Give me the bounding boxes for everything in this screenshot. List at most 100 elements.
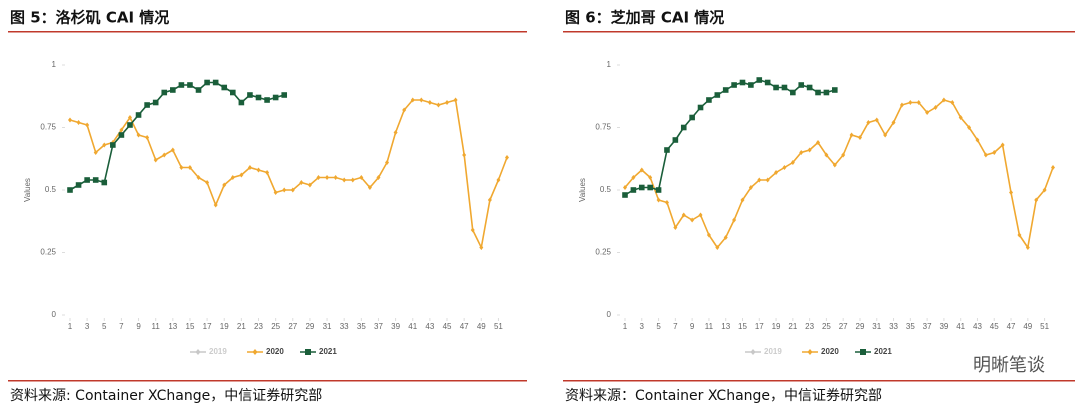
- point: [470, 227, 475, 233]
- point: [1000, 142, 1005, 148]
- point: [630, 187, 637, 193]
- point: [714, 92, 721, 98]
- x-tick-label: 37: [374, 322, 383, 331]
- point: [239, 172, 244, 178]
- y-axis-label: Values: [23, 178, 32, 202]
- x-tick-label: 9: [136, 322, 141, 331]
- point: [212, 79, 219, 86]
- point: [757, 177, 762, 183]
- point: [774, 170, 779, 175]
- x-tick-label: 41: [956, 322, 965, 331]
- point: [238, 99, 245, 106]
- x-tick-label: 1: [68, 322, 73, 331]
- point: [698, 212, 703, 218]
- point: [152, 99, 159, 106]
- point: [487, 197, 492, 203]
- x-tick-label: 23: [805, 322, 814, 331]
- x-tick-label: 5: [656, 322, 661, 331]
- point: [195, 87, 202, 93]
- point: [916, 100, 921, 105]
- point: [359, 175, 364, 180]
- point: [85, 122, 90, 128]
- point: [656, 197, 661, 203]
- legend-label: 2021: [319, 347, 337, 356]
- point: [883, 132, 888, 138]
- point: [393, 130, 398, 135]
- x-tick-label: 45: [443, 322, 452, 331]
- point: [213, 202, 218, 208]
- point: [748, 185, 753, 190]
- point: [715, 245, 720, 250]
- chart-title: 图 6：芝加哥 CAI 情况: [565, 9, 724, 27]
- point: [101, 179, 108, 186]
- point: [1025, 245, 1030, 250]
- point: [941, 97, 946, 103]
- point: [204, 79, 210, 86]
- point: [857, 135, 862, 140]
- point: [67, 187, 73, 193]
- legend-label: 2019: [764, 347, 782, 356]
- y-tick-label: 0.25: [595, 248, 611, 257]
- point: [782, 165, 787, 170]
- point: [273, 190, 278, 195]
- point: [264, 97, 270, 103]
- y-tick-label: 0.75: [40, 123, 56, 132]
- x-tick-label: 1: [623, 322, 628, 331]
- x-tick-label: 27: [288, 322, 297, 331]
- point: [1042, 187, 1047, 193]
- point: [647, 184, 653, 191]
- point: [1017, 232, 1022, 238]
- point: [983, 152, 988, 158]
- x-tick-label: 43: [973, 322, 982, 331]
- x-tick-label: 41: [408, 322, 417, 331]
- point: [992, 150, 997, 155]
- x-tick-label: 15: [738, 322, 747, 331]
- point: [170, 147, 175, 153]
- point: [272, 94, 279, 101]
- point: [290, 187, 295, 193]
- point: [740, 197, 745, 203]
- x-tick-label: 15: [186, 322, 195, 331]
- point: [806, 84, 813, 91]
- x-tick-label: 31: [872, 322, 881, 331]
- point: [153, 157, 158, 163]
- x-tick-label: 35: [906, 322, 915, 331]
- point: [681, 212, 686, 218]
- point: [623, 185, 627, 190]
- point: [196, 175, 201, 180]
- point: [333, 175, 338, 180]
- point: [967, 125, 972, 130]
- source: 资料来源：Container XChange，中信证券研究部: [565, 388, 882, 404]
- point: [161, 89, 168, 96]
- point: [342, 177, 347, 183]
- point: [247, 92, 253, 98]
- point: [798, 82, 805, 88]
- y-tick-label: 0.5: [600, 185, 612, 194]
- x-tick-label: 13: [168, 322, 177, 331]
- chart-title: 图 5：洛杉矶 CAI 情况: [10, 9, 169, 27]
- x-tick-label: 21: [237, 322, 246, 331]
- point: [866, 120, 871, 125]
- point: [367, 185, 372, 190]
- point: [445, 100, 450, 105]
- point: [453, 97, 458, 103]
- x-tick-label: 19: [220, 322, 229, 331]
- point: [436, 102, 441, 108]
- point: [119, 127, 124, 133]
- point: [697, 104, 704, 111]
- y-tick-label: 1: [52, 60, 57, 69]
- point: [832, 162, 837, 168]
- x-tick-label: 7: [673, 322, 678, 331]
- x-tick-label: 49: [1023, 322, 1032, 331]
- title-rule: [563, 31, 1075, 33]
- x-tick-label: 9: [690, 322, 695, 331]
- point: [732, 217, 737, 223]
- point: [427, 100, 432, 105]
- point: [230, 175, 235, 180]
- point: [1034, 197, 1039, 203]
- point: [179, 165, 184, 170]
- x-tick-label: 21: [788, 322, 797, 331]
- point: [891, 120, 896, 125]
- title-rule: [8, 31, 527, 33]
- point: [639, 167, 644, 173]
